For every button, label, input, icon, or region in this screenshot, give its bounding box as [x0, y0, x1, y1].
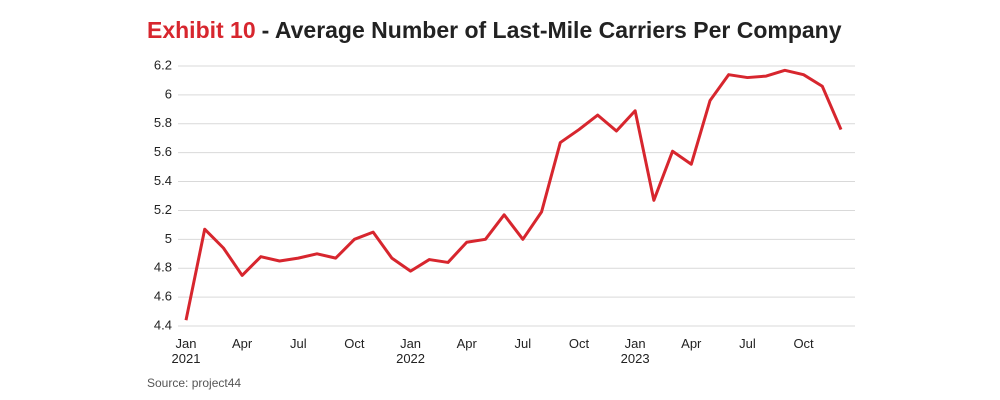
y-tick-label: 6	[165, 86, 172, 101]
y-tick-label: 6.2	[154, 57, 172, 72]
y-tick-label: 4.4	[154, 317, 172, 332]
x-tick-label: Jan 2022	[396, 336, 426, 366]
y-tick-label: 5.4	[154, 173, 172, 188]
source: Source: project44	[147, 376, 241, 390]
x-tick-label: Jan 2021	[171, 336, 201, 366]
y-tick-label: 5	[165, 231, 172, 246]
y-tick-label: 5.8	[154, 115, 172, 130]
chart-title: Exhibit 10- Average Number of Last-Mile …	[147, 17, 842, 43]
title-prefix: Exhibit 10	[147, 17, 256, 43]
y-tick-label: 4.8	[154, 260, 172, 275]
x-tick-label: Apr	[456, 336, 477, 351]
x-tick-label: Oct	[344, 336, 365, 351]
x-tick-label: Jul	[289, 336, 307, 351]
y-tick-label: 5.2	[154, 202, 172, 217]
x-tick-label: Jan 2023	[620, 336, 650, 366]
x-tick-label: Jul	[739, 336, 756, 351]
y-tick-label: 5.6	[154, 144, 172, 159]
x-tick-label: Apr	[232, 336, 253, 351]
y-tick-label: 4.6	[154, 289, 172, 304]
x-tick-label: Oct	[793, 336, 814, 351]
x-tick-label: Oct	[568, 336, 590, 351]
data-line	[184, 68, 843, 321]
title-text: - Average Number of Last-Mile Carriers P…	[262, 17, 842, 43]
x-tick-label: Apr	[681, 336, 702, 351]
x-tick-label: Jul	[514, 336, 532, 351]
